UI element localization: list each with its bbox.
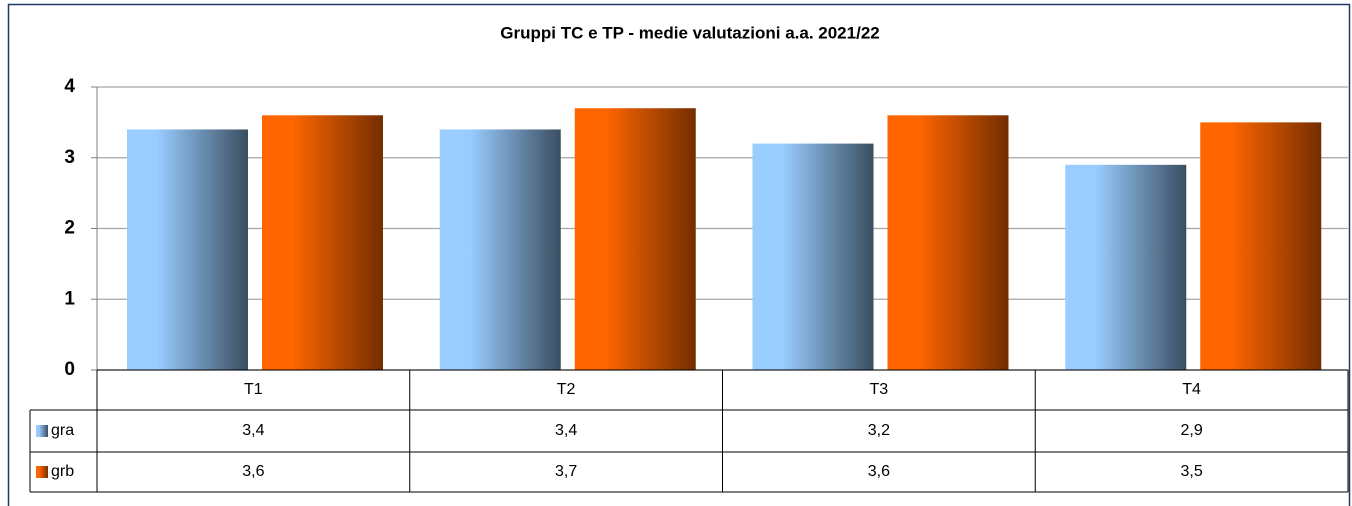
y-tick-label: 0 bbox=[64, 359, 75, 380]
table-value: 3,2 bbox=[868, 422, 890, 439]
x-tick-label: T1 bbox=[244, 381, 263, 398]
x-tick-label: T4 bbox=[1182, 381, 1201, 398]
legend-key bbox=[36, 425, 48, 437]
table-value: 3,5 bbox=[1181, 463, 1203, 480]
table-value: 2,9 bbox=[1181, 422, 1203, 439]
table-value: 3,6 bbox=[868, 463, 890, 480]
chart-title: Gruppi TC e TP - medie valutazioni a.a. … bbox=[500, 23, 879, 42]
bar bbox=[574, 108, 696, 370]
bar bbox=[1200, 122, 1322, 370]
chart-frame bbox=[7, 3, 1351, 506]
legend-key bbox=[36, 466, 48, 478]
bar bbox=[127, 129, 248, 370]
table-value: 3,4 bbox=[555, 422, 577, 439]
table-value: 3,6 bbox=[242, 463, 264, 480]
y-tick-label: 4 bbox=[64, 76, 75, 97]
legend-label: gra bbox=[51, 422, 74, 439]
bar bbox=[439, 129, 561, 370]
x-tick-label: T3 bbox=[870, 381, 889, 398]
table-value: 3,4 bbox=[242, 422, 264, 439]
bar bbox=[887, 115, 1009, 370]
y-tick-label: 1 bbox=[64, 288, 75, 309]
y-tick-label: 3 bbox=[64, 147, 75, 168]
bar bbox=[1065, 164, 1187, 370]
y-tick-label: 2 bbox=[64, 218, 75, 239]
legend-label: grb bbox=[51, 463, 74, 480]
bar bbox=[752, 143, 874, 370]
x-tick-label: T2 bbox=[557, 381, 576, 398]
table-value: 3,7 bbox=[555, 463, 577, 480]
bar bbox=[262, 115, 383, 370]
